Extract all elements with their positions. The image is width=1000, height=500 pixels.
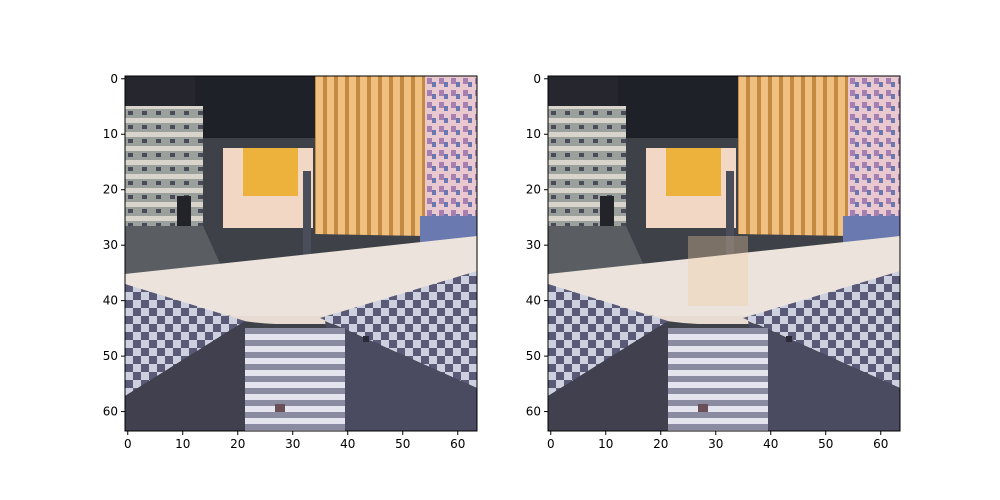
x-tick-label-right: 20 [653,437,668,451]
axes-frame-left [124,75,478,432]
axes-frame-right [547,75,901,432]
y-tick-label-right: 60 [526,405,541,419]
plot-panel-right: 0 10 20 30 40 50 60 0 10 20 30 40 50 60 [526,72,901,451]
y-tick-label-left: 10 [103,127,118,141]
y-tick-label-right: 10 [526,127,541,141]
y-tick-label-right: 40 [526,294,541,308]
x-tick-label-right: 40 [763,437,778,451]
x-tick-label-left: 30 [285,437,300,451]
x-tick-label-right: 10 [598,437,613,451]
y-tick-label-left: 40 [103,294,118,308]
x-tick-label-left: 20 [230,437,245,451]
plot-panel-left: 0 10 20 30 40 50 60 0 10 20 30 40 50 60 [103,72,478,451]
x-tick-label-left: 60 [450,437,465,451]
x-tick-label-right: 50 [818,437,833,451]
image-right [548,76,900,431]
y-tick-label-left: 0 [110,72,118,86]
y-tick-label-right: 0 [533,72,541,86]
y-tick-label-right: 20 [526,183,541,197]
x-tick-label-right: 0 [547,437,555,451]
x-tick-label-right: 60 [873,437,888,451]
y-tick-label-left: 50 [103,349,118,363]
y-tick-label-right: 30 [526,238,541,252]
x-tick-label-left: 0 [124,437,132,451]
ticks-left: 0 10 20 30 40 50 60 0 10 20 30 40 50 60 [103,72,466,451]
y-tick-label-left: 30 [103,238,118,252]
y-tick-label-left: 60 [103,405,118,419]
x-tick-label-right: 30 [708,437,723,451]
x-tick-label-left: 50 [395,437,410,451]
ticks-right: 0 10 20 30 40 50 60 0 10 20 30 40 50 60 [526,72,889,451]
y-tick-label-right: 50 [526,349,541,363]
x-tick-label-left: 40 [340,437,355,451]
x-tick-label-left: 10 [175,437,190,451]
image-left [125,76,477,431]
y-tick-label-left: 20 [103,183,118,197]
